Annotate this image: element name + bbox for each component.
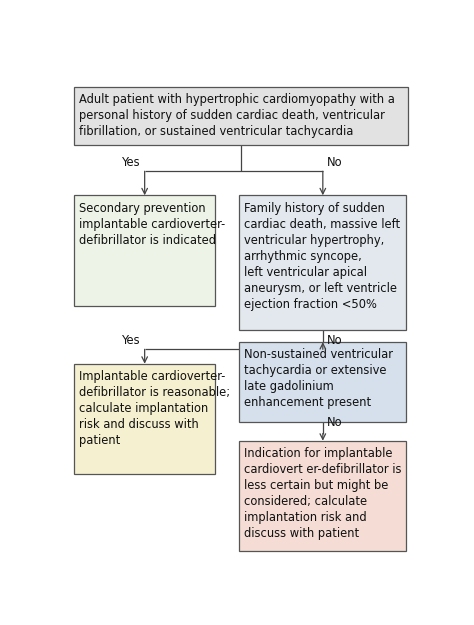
Text: Yes: Yes [122,334,141,347]
Bar [239,195,406,330]
Text: No: No [327,416,342,429]
Bar [239,342,406,421]
Bar [74,364,215,474]
Bar [239,441,406,551]
Text: Adult patient with hypertrophic cardiomyopathy with a
personal history of sudden: Adult patient with hypertrophic cardiomy… [79,93,394,138]
Text: Indication for implantable
cardiovert er-defibrillator is
less certain but might: Indication for implantable cardiovert er… [244,447,401,540]
Text: Secondary prevention
implantable cardioverter-
defibrillator is indicated: Secondary prevention implantable cardiov… [79,202,225,247]
Text: No: No [327,156,342,169]
Bar [74,195,215,306]
Text: Family history of sudden
cardiac death, massive left
ventricular hypertrophy,
ar: Family history of sudden cardiac death, … [244,202,400,311]
Text: No: No [327,334,342,347]
Text: Implantable cardioverter-
defibrillator is reasonable;
calculate implantation
ri: Implantable cardioverter- defibrillator … [79,370,230,447]
Text: Non-sustained ventricular
tachycardia or extensive
late gadolinium
enhancement p: Non-sustained ventricular tachycardia or… [244,348,393,409]
Text: Yes: Yes [122,156,141,169]
Bar [74,87,408,145]
